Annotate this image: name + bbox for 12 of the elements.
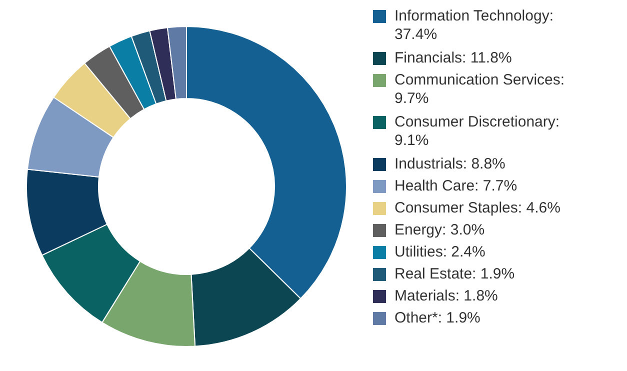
legend-label: Industrials: 8.8% xyxy=(394,156,506,172)
legend-label: Other*: 1.9% xyxy=(394,310,480,326)
legend-label: Health Care: 7.7% xyxy=(394,178,518,194)
legend-label: Communication Services: 9.7% xyxy=(394,72,565,108)
legend-label: Financials: 11.8% xyxy=(394,50,512,66)
legend-label: Information Technology: 37.4% xyxy=(394,8,554,44)
legend-label: Consumer Discretionary: 9.1% xyxy=(394,114,560,150)
legend-label: Real Estate: 1.9% xyxy=(394,266,515,282)
legend-label: Consumer Staples: 4.6% xyxy=(394,200,560,216)
legend-label: Utilities: 2.4% xyxy=(394,244,486,260)
legend-label: Materials: 1.8% xyxy=(394,288,498,304)
legend-label: Energy: 3.0% xyxy=(394,222,485,238)
